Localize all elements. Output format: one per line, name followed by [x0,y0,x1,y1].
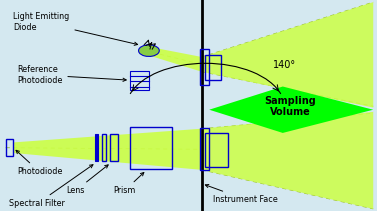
Polygon shape [147,46,202,72]
Text: Spectral Filter: Spectral Filter [9,165,93,208]
Polygon shape [209,87,373,133]
Text: Light Emitting
Diode: Light Emitting Diode [13,12,138,45]
Text: Lens: Lens [66,165,108,195]
Text: Reference
Photodiode: Reference Photodiode [17,65,126,85]
Polygon shape [202,112,373,209]
Ellipse shape [139,45,159,56]
FancyBboxPatch shape [95,134,98,161]
Text: Sampling
Volume: Sampling Volume [264,96,316,117]
Text: Prism: Prism [113,173,144,195]
Polygon shape [202,2,373,108]
Polygon shape [13,129,202,170]
Text: Photodiode: Photodiode [16,150,62,176]
Text: 140°: 140° [273,60,296,70]
Text: Instrument Face: Instrument Face [205,184,278,204]
